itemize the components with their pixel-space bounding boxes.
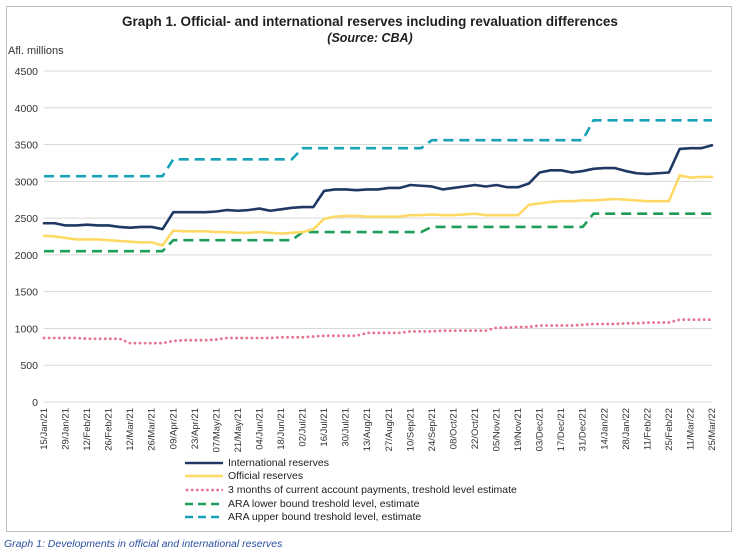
- x-tick-label: 10/Sep/21: [405, 408, 416, 451]
- legend-swatch: [185, 461, 223, 465]
- y-tick-label: 3000: [15, 176, 39, 188]
- y-tick-label: 500: [20, 360, 38, 372]
- series-line: [44, 118, 712, 178]
- legend-swatch: [185, 502, 223, 505]
- x-tick-label: 02/Jul/21: [298, 408, 309, 447]
- x-tick-label: 16/Jul/21: [319, 408, 330, 447]
- legend-swatch: [185, 515, 223, 519]
- legend-item: 3 months of current account payments, tr…: [185, 483, 517, 497]
- x-tick-label: 26/Mar/21: [147, 408, 158, 451]
- series-line: [42, 318, 714, 345]
- legend-label: ARA upper bound treshold level, estimate: [228, 511, 422, 524]
- y-axis-label: Afl. millions: [8, 45, 64, 57]
- x-tick-label: 26/Feb/21: [104, 408, 115, 451]
- x-tick-label: 11/Feb/22: [642, 408, 653, 450]
- series-line: [44, 212, 712, 253]
- x-tick-label: 27/Aug/21: [384, 408, 395, 451]
- x-tick-label: 08/Oct/21: [448, 408, 459, 449]
- x-tick-label: 12/Feb/21: [82, 408, 93, 451]
- x-tick-label: 13/Aug/21: [362, 408, 373, 451]
- legend-item: Official reserves: [185, 470, 517, 484]
- legend-swatch: [185, 475, 223, 478]
- x-tick-label: 25/Mar/22: [707, 408, 718, 451]
- x-tick-label: 03/Dec/21: [535, 408, 546, 451]
- x-tick-label: 23/Apr/21: [190, 408, 201, 449]
- chart-title: Graph 1. Official- and international res…: [122, 14, 618, 29]
- y-tick-label: 0: [32, 397, 38, 409]
- x-tick-label: 12/Mar/21: [125, 408, 136, 451]
- legend-item: ARA upper bound treshold level, estimate: [185, 510, 517, 524]
- x-tick-label: 24/Sep/21: [427, 408, 438, 451]
- x-tick-label: 07/May/21: [211, 408, 222, 452]
- x-tick-label: 11/Mar/22: [685, 408, 696, 450]
- chart-frame: [6, 6, 732, 532]
- legend-label: Official reserves: [228, 470, 304, 483]
- x-tick-label: 17/Dec/21: [556, 408, 567, 451]
- y-tick-label: 3500: [15, 140, 39, 152]
- legend-label: ARA lower bound treshold level, estimate: [228, 497, 420, 510]
- x-tick-label: 18/Jun/21: [276, 408, 287, 450]
- y-tick-label: 2000: [15, 250, 39, 262]
- x-tick-label: 09/Apr/21: [168, 408, 179, 449]
- x-tick-label: 28/Jan/22: [621, 408, 632, 450]
- y-tick-label: 4000: [15, 103, 39, 115]
- x-tick-label: 30/Jul/21: [341, 408, 352, 447]
- x-tick-label: 19/Nov/21: [513, 408, 524, 451]
- x-tick-label: 29/Jan/21: [61, 408, 72, 450]
- y-tick-label: 1000: [15, 323, 39, 335]
- chart-legend: International reserves Official reserves 3…: [185, 456, 517, 524]
- legend-label: 3 months of current account payments, tr…: [228, 483, 517, 496]
- x-tick-label: 04/Jun/21: [254, 408, 265, 450]
- x-tick-label: 31/Dec/21: [578, 408, 589, 451]
- x-tick-label: 14/Jan/22: [599, 408, 610, 450]
- x-tick-label: 05/Nov/21: [492, 408, 503, 451]
- legend-item: International reserves: [185, 456, 517, 470]
- x-tick-label: 21/May/21: [233, 408, 244, 452]
- series-line: [42, 143, 714, 231]
- x-tick-label: 15/Jan/21: [39, 408, 50, 450]
- y-tick-label: 1500: [15, 287, 39, 299]
- legend-swatch: [185, 488, 223, 492]
- y-tick-label: 2500: [15, 213, 39, 225]
- x-tick-label: 22/Oct/21: [470, 408, 481, 449]
- chart-subtitle: (Source: CBA): [327, 31, 413, 45]
- y-tick-label: 4500: [15, 66, 39, 78]
- legend-label: International reserves: [228, 456, 329, 469]
- x-tick-label: 25/Feb/22: [664, 408, 675, 451]
- series-line: [42, 174, 714, 247]
- figure-caption: Graph 1: Developments in official and in…: [4, 538, 283, 550]
- legend-item: ARA lower bound treshold level, estimate: [185, 497, 517, 511]
